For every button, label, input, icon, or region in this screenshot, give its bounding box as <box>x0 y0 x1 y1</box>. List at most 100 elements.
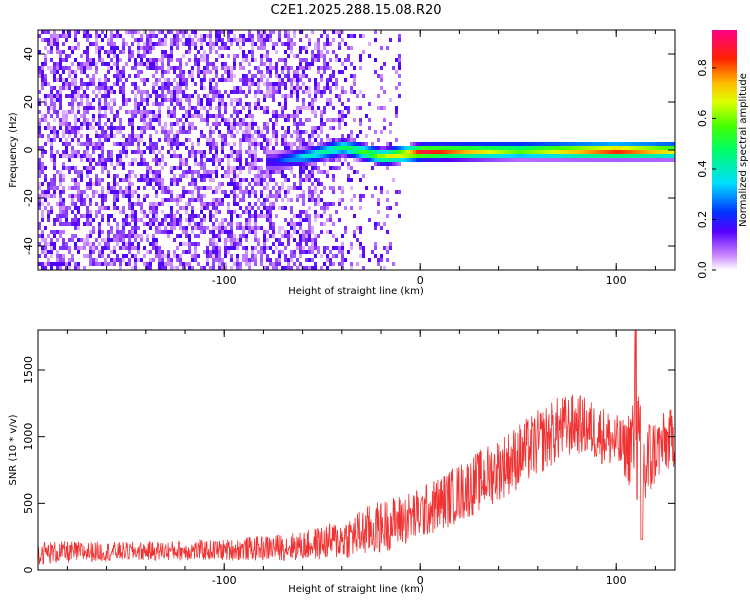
spectrogram-cell <box>212 154 215 158</box>
spectrogram-cell <box>395 202 398 206</box>
spectrogram-cell <box>533 142 536 146</box>
spectrogram-cell <box>350 166 353 170</box>
spectrogram-cell <box>158 86 161 90</box>
spectrogram-cell <box>251 134 254 138</box>
spectrogram-cell <box>47 234 50 238</box>
spectrogram-cell <box>218 234 221 238</box>
spectrogram-cell <box>362 250 365 254</box>
spectrogram-cell <box>515 154 518 158</box>
spectrogram-cell <box>302 46 305 50</box>
spectrogram-cell <box>215 66 218 70</box>
spectrogram-cell <box>350 46 353 50</box>
spectrogram-cell <box>143 174 146 178</box>
spectrogram-cell <box>188 70 191 74</box>
spectrogram-cell <box>332 174 335 178</box>
spectrogram-cell <box>260 146 263 150</box>
spectrogram-cell <box>443 158 446 162</box>
spectrogram-cell <box>38 130 41 134</box>
spectrogram-cell <box>350 154 353 158</box>
spectrogram-cell <box>248 170 251 174</box>
spectrogram-cell <box>98 106 101 110</box>
spectrogram-cell <box>251 114 254 118</box>
spectrogram-cell <box>272 226 275 230</box>
spectrogram-cell <box>50 194 53 198</box>
spectrogram-cell <box>581 150 584 154</box>
spectrogram-cell <box>173 78 176 82</box>
spectrogram-cell <box>218 94 221 98</box>
spectrogram-cell <box>254 202 257 206</box>
spectrogram-cell <box>188 250 191 254</box>
spectrogram-cell <box>326 174 329 178</box>
spectrogram-cell <box>404 158 407 162</box>
spectrogram-cell <box>89 230 92 234</box>
spectrogram-cell <box>647 150 650 154</box>
spectrogram-cell <box>59 102 62 106</box>
spectrogram-cell <box>122 142 125 146</box>
spectrogram-cell <box>194 154 197 158</box>
spectrogram-cell <box>230 146 233 150</box>
spectrogram-cell <box>305 242 308 246</box>
spectrogram-cell <box>68 194 71 198</box>
spectrogram-cell <box>59 62 62 66</box>
spectrogram-cell <box>497 154 500 158</box>
y-tick-label: 40 <box>22 47 35 61</box>
spectrogram-cell <box>437 142 440 146</box>
spectrogram-cell <box>107 62 110 66</box>
spectrogram-cell <box>176 246 179 250</box>
spectrogram-cell <box>188 266 191 270</box>
spectrogram-cell <box>308 170 311 174</box>
spectrogram-cell <box>197 74 200 78</box>
spectrogram-cell <box>395 70 398 74</box>
spectrogram-cell <box>212 230 215 234</box>
spectrogram-cell <box>119 246 122 250</box>
spectrogram-cell <box>206 186 209 190</box>
spectrogram-cell <box>575 158 578 162</box>
spectrogram-cell <box>44 78 47 82</box>
spectrogram-cell <box>272 178 275 182</box>
spectrogram-cell <box>263 134 266 138</box>
spectrogram-cell <box>392 158 395 162</box>
spectrogram-cell <box>605 150 608 154</box>
spectrogram-cell <box>293 114 296 118</box>
spectrogram-cell <box>122 74 125 78</box>
spectrogram-cell <box>41 246 44 250</box>
spectrogram-cell <box>269 154 272 158</box>
spectrogram-cell <box>209 90 212 94</box>
spectrogram-cell <box>107 222 110 226</box>
spectrogram-cell <box>203 202 206 206</box>
spectrogram-cell <box>149 218 152 222</box>
spectrogram-cell <box>326 206 329 210</box>
spectrogram-cell <box>119 190 122 194</box>
spectrogram-cell <box>116 198 119 202</box>
spectrogram-cell <box>89 178 92 182</box>
spectrogram-cell <box>203 74 206 78</box>
spectrogram-cell <box>239 178 242 182</box>
spectrogram-cell <box>173 266 176 270</box>
spectrogram-cell <box>350 262 353 266</box>
spectrogram-cell <box>59 194 62 198</box>
spectrogram-cell <box>281 58 284 62</box>
spectrogram-cell <box>560 154 563 158</box>
spectrogram-cell <box>122 150 125 154</box>
spectrogram-cell <box>410 142 413 146</box>
spectrogram-cell <box>254 234 257 238</box>
spectrogram-cell <box>314 262 317 266</box>
spectrogram-cell <box>125 262 128 266</box>
spectrogram-cell <box>212 226 215 230</box>
spectrogram-cell <box>188 198 191 202</box>
y-tick-label: 20 <box>22 95 35 109</box>
spectrogram-cell <box>62 190 65 194</box>
spectrogram-cell <box>83 90 86 94</box>
spectrogram-cell <box>122 230 125 234</box>
spectrogram-cell <box>104 166 107 170</box>
spectrogram-cell <box>110 42 113 46</box>
spectrogram-cell <box>122 102 125 106</box>
spectrogram-cell <box>233 74 236 78</box>
spectrogram-cell <box>74 206 77 210</box>
spectrogram-cell <box>239 142 242 146</box>
spectrogram-cell <box>302 266 305 270</box>
spectrogram-cell <box>77 138 80 142</box>
spectrogram-cell <box>134 62 137 66</box>
spectrogram-cell <box>320 34 323 38</box>
